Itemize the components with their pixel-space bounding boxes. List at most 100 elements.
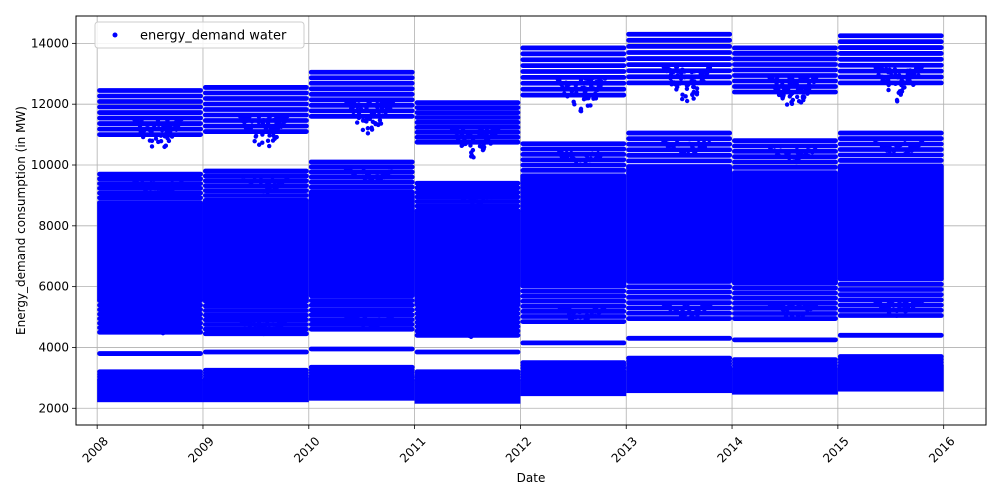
data-point (567, 308, 573, 313)
data-point (173, 182, 178, 188)
data-point (799, 86, 804, 91)
data-point (907, 68, 913, 74)
data-point (770, 304, 776, 310)
data-point (356, 321, 362, 326)
data-point (167, 317, 173, 323)
data-point (379, 105, 385, 111)
data-point (790, 97, 796, 103)
data-point (284, 177, 289, 182)
mid-band-stripe (520, 141, 627, 147)
data-point (156, 181, 161, 186)
data-point (461, 197, 467, 202)
mid-band-stripe (626, 316, 733, 321)
legend-marker (112, 32, 118, 38)
mid-band-stripe (520, 319, 627, 325)
data-point (669, 69, 674, 75)
data-point (886, 143, 891, 149)
data-point (143, 188, 148, 193)
data-point (365, 131, 371, 136)
high-band-stripe (837, 39, 944, 45)
data-point (347, 314, 353, 319)
data-point (369, 127, 375, 132)
data-point (460, 142, 465, 148)
data-point (278, 180, 284, 186)
low-band-core (837, 365, 944, 392)
data-point (379, 100, 384, 106)
y-axis-label: Energy_demand consumption (in MW) (14, 106, 28, 335)
data-point (370, 119, 376, 125)
data-point (378, 121, 384, 126)
data-point (588, 103, 593, 108)
data-point (781, 307, 786, 313)
data-point (795, 150, 801, 156)
data-point (361, 168, 366, 173)
data-point (470, 147, 476, 153)
high-band-stripe (414, 110, 521, 115)
mid-band-stripe (626, 284, 733, 290)
data-point (386, 100, 391, 106)
mid-band-stripe (97, 329, 203, 335)
high-band-stripe (97, 110, 203, 115)
data-point (260, 140, 265, 145)
data-point (481, 146, 486, 152)
y-tick-label: 10000 (31, 158, 69, 172)
mid-band-stripe (414, 208, 521, 214)
data-point (153, 136, 159, 141)
data-point (271, 322, 277, 327)
data-point (687, 309, 692, 314)
data-point (169, 134, 175, 139)
data-point (151, 125, 156, 131)
data-point (362, 178, 368, 183)
data-point (274, 184, 280, 189)
data-point (282, 119, 288, 124)
mid-band-stripe (520, 303, 627, 309)
data-point (150, 323, 156, 328)
mid-band-stripe (837, 130, 944, 136)
data-point (588, 82, 594, 88)
data-point (573, 314, 579, 320)
data-point (148, 190, 153, 195)
data-point (588, 309, 593, 314)
data-point (139, 118, 144, 123)
high-band-stripe (626, 37, 733, 43)
mid-band-stripe (202, 188, 309, 194)
data-point (471, 198, 476, 203)
data-point (474, 194, 480, 200)
data-point (686, 148, 691, 154)
data-point (470, 136, 476, 142)
data-point (894, 97, 900, 103)
data-point (883, 79, 889, 84)
data-point (261, 117, 266, 123)
data-point (701, 303, 707, 308)
data-point (780, 303, 786, 308)
data-point (487, 325, 493, 330)
data-point (452, 323, 457, 328)
data-point (452, 191, 458, 196)
data-point (179, 317, 184, 322)
data-point (589, 312, 594, 317)
data-point (168, 323, 173, 329)
data-point (889, 301, 894, 306)
mid-band-stripe (414, 311, 521, 316)
legend-box (94, 21, 305, 49)
data-point (661, 301, 666, 307)
mid-band-stripe (202, 312, 309, 318)
data-point (383, 110, 388, 115)
data-point (666, 304, 671, 310)
high-band-stripe (520, 74, 627, 80)
data-point (886, 310, 892, 316)
mid-band-stripe (732, 143, 838, 149)
data-point (243, 114, 249, 119)
data-point (897, 89, 903, 94)
data-point (565, 151, 571, 157)
high-band-stripe (732, 67, 838, 73)
data-point (369, 326, 375, 331)
mid-band-stripe (97, 311, 203, 317)
isolated-level-stripe (626, 335, 733, 341)
data-point (593, 313, 598, 319)
high-band-stripe (202, 90, 309, 96)
data-point (468, 334, 474, 340)
data-point (574, 90, 579, 95)
mid-band-stripe (626, 152, 733, 158)
mid-band-stripe (97, 171, 203, 177)
